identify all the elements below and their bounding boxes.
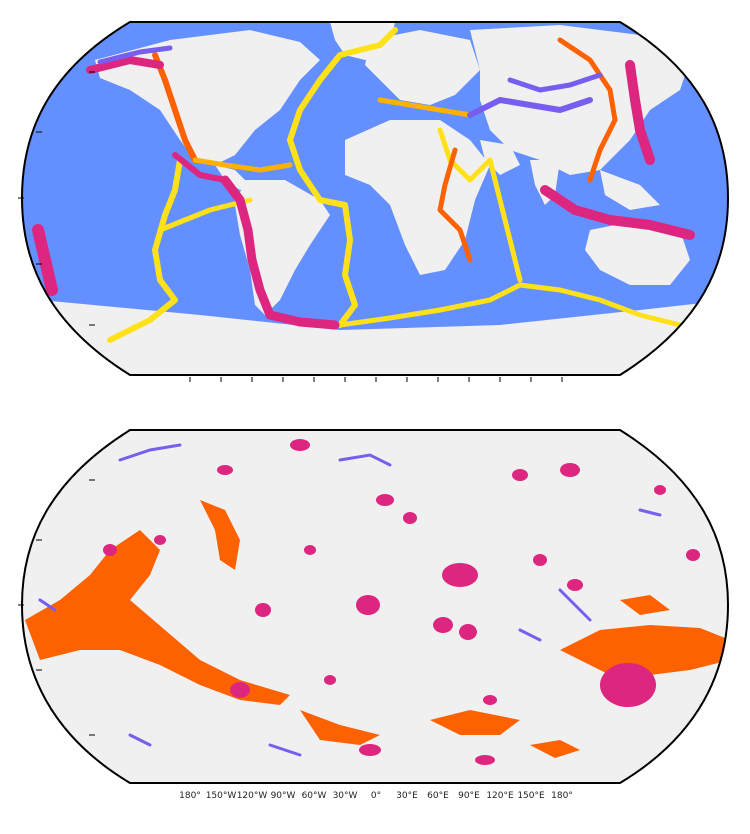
- map-outline: [20, 21, 730, 376]
- bottom-ticks-top-map: [189, 377, 563, 382]
- magenta-blob: [230, 682, 250, 698]
- magenta-blob: [376, 494, 394, 506]
- central-america-trench: [172, 152, 228, 183]
- orange-strand-4: [530, 740, 580, 758]
- central-america: [215, 165, 250, 190]
- southern-ridge: [337, 282, 703, 333]
- violet-streak: [518, 628, 542, 642]
- western-pacific-trench: [625, 60, 655, 165]
- asia: [470, 25, 690, 175]
- east-african-rift: [437, 147, 473, 263]
- magenta-blob: [654, 485, 666, 495]
- lon-label: 180°: [551, 791, 573, 801]
- lon-label: 90°W: [271, 791, 296, 801]
- lon-label: 180°: [179, 791, 201, 801]
- lon-label: 30°W: [333, 791, 358, 801]
- magenta-blob: [475, 755, 495, 765]
- lon-label: 30°E: [396, 791, 418, 801]
- australia: [585, 220, 690, 285]
- east-pacific-rise: [107, 157, 183, 343]
- lon-label: 60°E: [427, 791, 449, 801]
- indian-ridge: [487, 157, 523, 283]
- antarctica: [22, 300, 728, 375]
- magenta-blob: [459, 624, 477, 640]
- magenta-blob: [560, 463, 580, 477]
- aleutian-trench: [86, 56, 164, 74]
- magenta-blob: [686, 549, 700, 561]
- magenta-blob: [324, 675, 336, 685]
- magenta-blob: [255, 603, 271, 617]
- asia-violet: [507, 72, 603, 93]
- lon-label: 120°W: [237, 791, 268, 801]
- violet-streak: [558, 588, 592, 622]
- magenta-blob: [512, 469, 528, 481]
- lon-label: 120°E: [486, 791, 514, 801]
- longitude-labels: 180° 150°W 120°W 90°W 60°W 30°W 0° 30°E …: [179, 791, 573, 801]
- violet-features: [38, 443, 662, 757]
- magenta-blob: [483, 695, 497, 705]
- orange-strand-5: [620, 595, 670, 615]
- violet-streak: [638, 508, 662, 517]
- asia-east-boundary: [557, 37, 618, 183]
- mid-atlantic-ridge: [287, 27, 398, 328]
- left-ticks-bottom: [18, 479, 95, 736]
- violet-streak: [118, 443, 182, 462]
- map-body: [22, 22, 728, 375]
- violet-streak: [128, 733, 152, 747]
- orange-strand-1: [200, 500, 240, 570]
- map-body-bottom: [22, 430, 728, 783]
- magenta-blob: [103, 544, 117, 556]
- aleutian-violet: [97, 45, 173, 65]
- orange-features: [25, 500, 728, 758]
- pacific-orange-west: [25, 530, 290, 705]
- lon-label: 0°: [371, 791, 381, 801]
- magenta-blob: [433, 617, 453, 633]
- orange-strand-3: [430, 710, 520, 735]
- alpine-belt: [377, 97, 473, 118]
- southeast-asia: [600, 170, 660, 210]
- tectonic-boundary-map: [18, 21, 730, 382]
- violet-streak: [338, 453, 392, 467]
- plate-boundaries: [32, 27, 703, 343]
- magenta-blob: [217, 465, 233, 475]
- violet-streak: [268, 743, 302, 757]
- magenta-blob: [290, 439, 310, 451]
- magenta-blob: [359, 744, 381, 756]
- magenta-blob: [442, 563, 478, 587]
- magenta-features: [103, 439, 700, 765]
- magenta-blob: [533, 554, 547, 566]
- magenta-blob: [403, 512, 417, 524]
- map-outline-bottom: [20, 429, 730, 784]
- san-andreas-boundary: [152, 52, 198, 163]
- lon-label: 150°W: [206, 791, 237, 801]
- orange-strand-2: [300, 710, 380, 745]
- europe: [365, 30, 480, 105]
- pacific-edge-west: [32, 224, 58, 296]
- himalaya-boundary: [467, 97, 593, 118]
- magenta-blob: [567, 579, 583, 591]
- lon-label: 60°W: [302, 791, 327, 801]
- ontong-java-blob: [600, 663, 656, 707]
- lon-label: 150°E: [517, 791, 545, 801]
- magenta-blob: [356, 595, 380, 615]
- violet-streak: [38, 598, 57, 612]
- seafloor-feature-map: 180° 150°W 120°W 90°W 60°W 30°W 0° 30°E …: [18, 429, 730, 801]
- carlsberg-ridge: [437, 127, 493, 183]
- left-ticks: [18, 71, 95, 326]
- sunda-trench: [540, 185, 695, 240]
- arabia: [480, 140, 520, 175]
- pacific-orange-east: [560, 625, 728, 675]
- magenta-blob: [154, 535, 166, 545]
- lon-label: 90°E: [458, 791, 480, 801]
- caribbean-boundary: [192, 157, 293, 173]
- magenta-blob: [304, 545, 316, 555]
- andes-trench: [220, 175, 340, 330]
